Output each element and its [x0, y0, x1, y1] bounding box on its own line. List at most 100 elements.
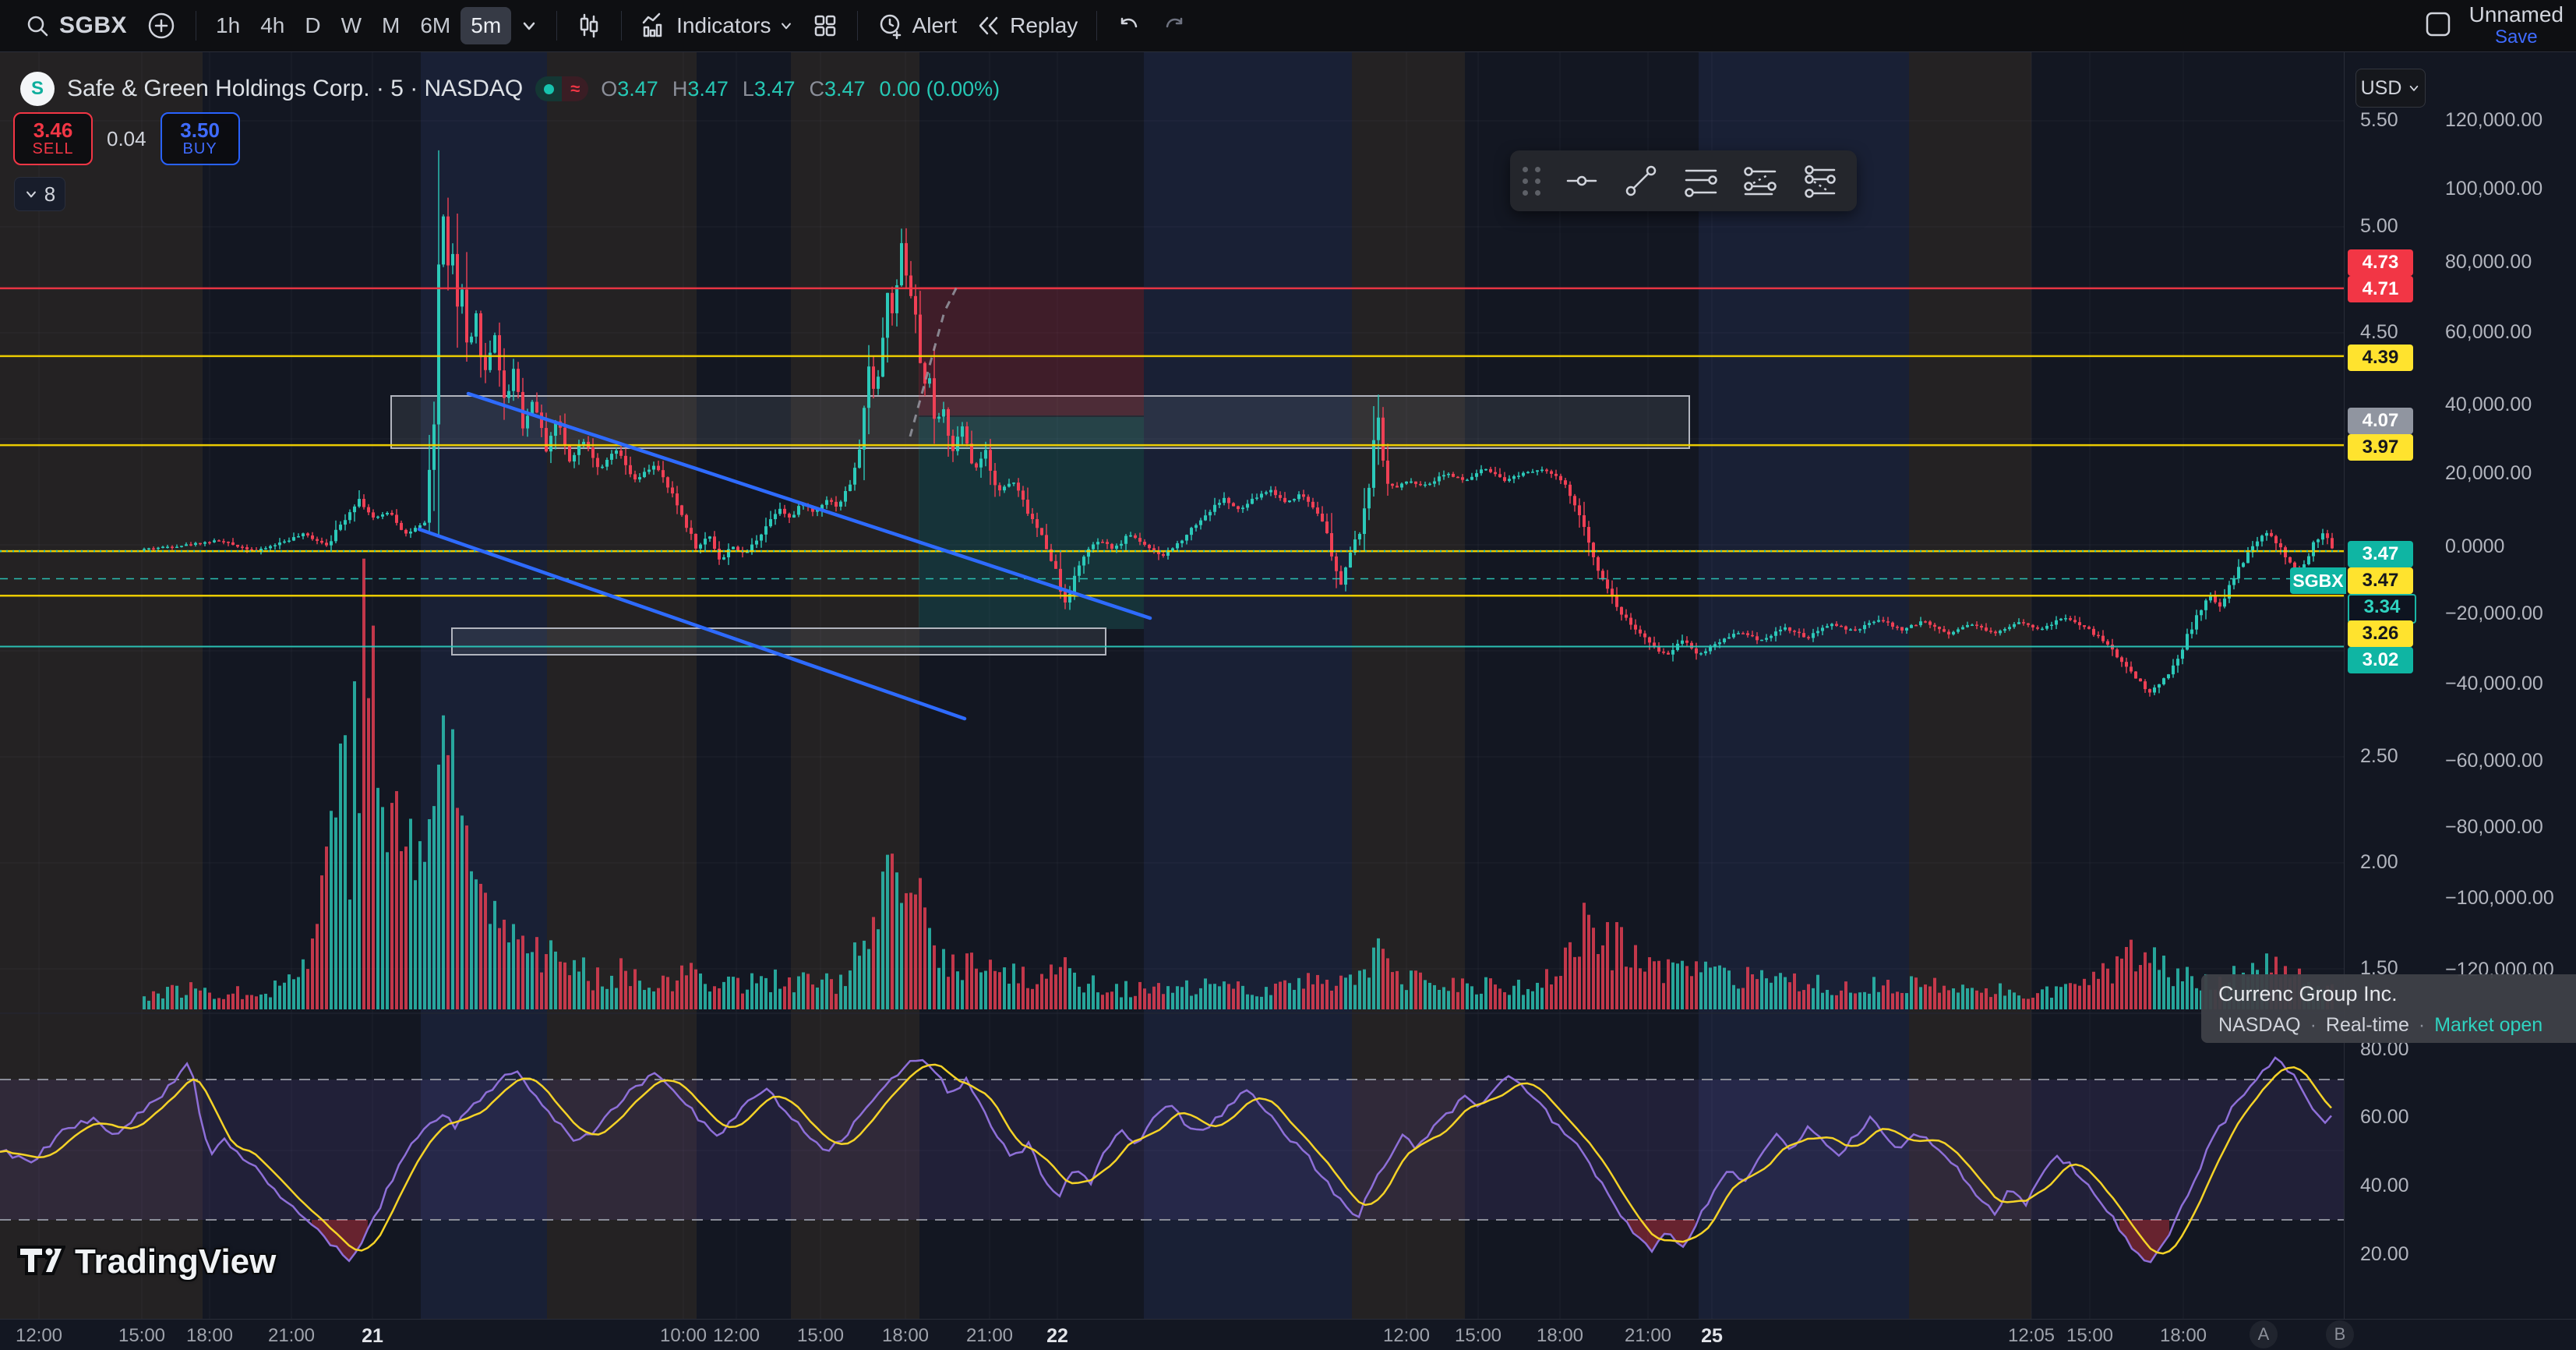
chevron-down-icon — [779, 19, 793, 33]
time-tick: 12:00 — [1383, 1325, 1430, 1347]
price-badge-4.07: 4.07 — [2348, 408, 2413, 434]
indicator-tick: 20.00 — [2360, 1243, 2409, 1266]
stoch-band-fill — [0, 1080, 2344, 1220]
timeframe-4h[interactable]: 4h — [250, 7, 295, 44]
price-badge-4.39: 4.39 — [2348, 345, 2413, 371]
sell-button[interactable]: 3.46 SELL — [13, 112, 93, 165]
sell-label: SELL — [33, 141, 74, 157]
ohlc-key: L — [743, 77, 754, 101]
disjoint-channel-tool[interactable] — [1731, 163, 1790, 199]
timeframe-menu-chevron[interactable] — [511, 12, 547, 39]
toolbar-divider — [556, 11, 557, 41]
ohlc-value: 3.47 — [617, 77, 658, 101]
layout-grid-button[interactable] — [803, 8, 848, 44]
price-axis[interactable]: USD 5.505.004.502.502.001.5080.0060.0040… — [2344, 51, 2576, 1319]
indicators-button[interactable]: Indicators — [631, 7, 802, 44]
dot-separator: · — [2310, 1014, 2317, 1037]
tradingview-app: SGBX 1h4hDWM6M5m — [0, 0, 2576, 1350]
price-badge-4.73: 4.73 — [2348, 249, 2413, 276]
price-badge-4.71: 4.71 — [2348, 276, 2413, 302]
time-tick: 18:00 — [186, 1325, 233, 1347]
timeframe-D[interactable]: D — [295, 7, 330, 44]
alert-button[interactable]: Alert — [867, 7, 967, 44]
trend-line-tool[interactable] — [1611, 163, 1671, 199]
timeframe-M[interactable]: M — [372, 7, 410, 44]
risk-box-red[interactable] — [919, 287, 1144, 415]
time-tick: 18:00 — [882, 1325, 929, 1347]
object-tree-widget[interactable]: 8 — [14, 177, 65, 211]
alert-clock-icon — [877, 12, 905, 40]
secondary-scale-tick: 120,000.00 — [2445, 109, 2542, 132]
price-badge-3.47: 3.47SGBX — [2348, 541, 2413, 567]
symbol-title[interactable]: Safe & Green Holdings Corp. · 5 · NASDAQ — [67, 76, 523, 102]
price-badge-3.34: 3.34 — [2348, 594, 2416, 624]
time-tick: 18:00 — [1537, 1325, 1583, 1347]
tooltip-market-status: Market open — [2434, 1014, 2542, 1037]
symbol-logo[interactable]: S — [20, 72, 55, 106]
ohlc-value: 3.47 — [754, 77, 796, 101]
tradingview-mark-icon — [17, 1241, 65, 1282]
indicator-tick: 60.00 — [2360, 1106, 2409, 1129]
tradingview-logo[interactable]: TradingView — [17, 1241, 276, 1282]
range-box-gray-small[interactable] — [452, 628, 1106, 655]
add-symbol-button[interactable] — [136, 5, 186, 46]
price-badge-3.26: 3.26 — [2348, 620, 2413, 647]
price-badge-3.02: 3.02 — [2348, 647, 2413, 673]
realtime-dot-icon — [535, 76, 562, 101]
flat-channel-tool[interactable] — [1790, 163, 1849, 199]
layout-name-label[interactable]: Unnamed — [2469, 3, 2564, 27]
ohlc-key: C — [809, 77, 824, 101]
timeframe-1h[interactable]: 1h — [206, 7, 250, 44]
chart-canvas[interactable] — [0, 51, 2344, 1319]
market-status-pill[interactable]: ≈ — [535, 76, 588, 101]
buy-button[interactable]: 3.50 BUY — [161, 112, 240, 165]
redo-button[interactable] — [1152, 8, 1197, 44]
time-tick-date: 21 — [362, 1325, 383, 1348]
tooltip-feed: Real-time — [2326, 1014, 2409, 1037]
grid-layout-icon — [812, 12, 838, 39]
undo-button[interactable] — [1106, 8, 1152, 44]
search-icon — [25, 13, 50, 38]
toolbar-divider — [1096, 11, 1097, 41]
price-scale-a-button[interactable]: A — [2250, 1320, 2278, 1348]
drag-handle[interactable] — [1523, 167, 1541, 196]
timeframe-list: 1h4hDWM6M5m — [206, 7, 511, 44]
horizontal-line-tool[interactable] — [1552, 163, 1611, 199]
secondary-scale-tick: 0.0000 — [2445, 535, 2504, 558]
tooltip-meta: NASDAQ · Real-time · Market open — [2218, 1014, 2576, 1037]
time-tick: 15:00 — [118, 1325, 165, 1347]
chart-style-button[interactable] — [566, 8, 612, 44]
indicators-icon — [640, 12, 669, 40]
secondary-scale-tick: −60,000.00 — [2445, 750, 2543, 772]
time-tick: 18:00 — [2160, 1325, 2207, 1347]
ohlc-item: L3.47 — [743, 77, 796, 101]
symbol-search-button[interactable]: SGBX — [16, 8, 136, 44]
buy-price: 3.50 — [180, 120, 220, 141]
alert-label: Alert — [912, 13, 958, 38]
time-tick: 21:00 — [966, 1325, 1013, 1347]
top-toolbar: SGBX 1h4hDWM6M5m — [0, 0, 2576, 52]
parallel-lines-tool[interactable] — [1671, 163, 1730, 199]
panel-layout-icon[interactable] — [2422, 9, 2454, 44]
price-scale-b-button[interactable]: B — [2326, 1320, 2354, 1348]
sell-price: 3.46 — [34, 120, 73, 141]
currency-selector[interactable]: USD — [2355, 69, 2426, 108]
delayed-approx-icon: ≈ — [562, 76, 588, 101]
secondary-scale-tick: −20,000.00 — [2445, 603, 2543, 625]
replay-button[interactable]: Replay — [966, 8, 1087, 44]
secondary-scale-tick: 80,000.00 — [2445, 251, 2532, 274]
currency-label: USD — [2361, 77, 2402, 100]
save-button[interactable]: Save — [2495, 27, 2538, 48]
object-count: 8 — [44, 182, 55, 207]
timeframe-W[interactable]: W — [331, 7, 372, 44]
last-price-symbol-tag: SGBX — [2290, 567, 2346, 594]
redo-arrow-icon — [1161, 12, 1187, 39]
time-axis[interactable]: 12:0015:0018:0021:002110:0012:0015:0018:… — [0, 1319, 2576, 1350]
toolbar-divider — [857, 11, 858, 41]
timeframe-6M[interactable]: 6M — [410, 7, 461, 44]
timeframe-5m-active[interactable]: 5m — [461, 7, 511, 44]
price-tick: 5.00 — [2360, 215, 2398, 238]
time-tick: 12:05 — [2008, 1325, 2055, 1347]
secondary-scale-tick: 60,000.00 — [2445, 321, 2532, 344]
change-value: 0.00 (0.00%) — [880, 77, 1000, 101]
